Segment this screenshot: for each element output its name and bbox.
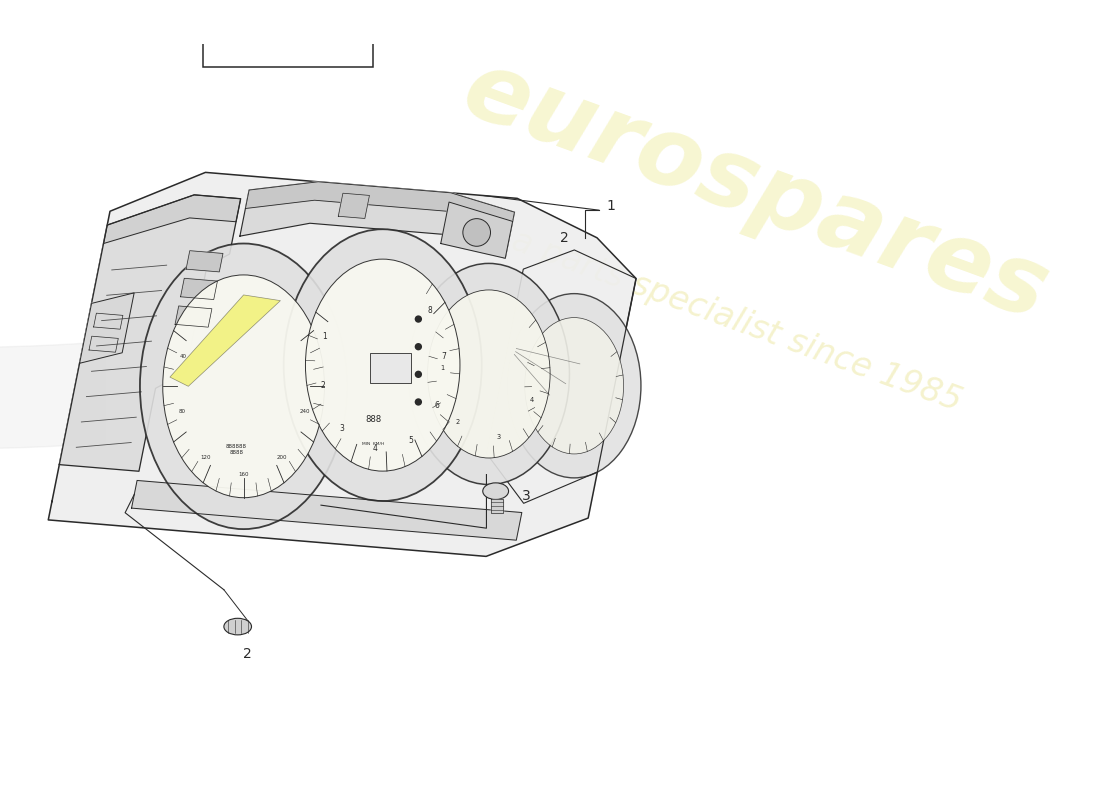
Text: 200: 200 (277, 455, 287, 460)
Polygon shape (245, 182, 515, 230)
Ellipse shape (140, 243, 348, 529)
Text: 888: 888 (365, 415, 382, 424)
Text: 3: 3 (340, 424, 344, 433)
Text: 1: 1 (322, 332, 328, 341)
Circle shape (415, 398, 422, 406)
Text: 240: 240 (300, 410, 310, 414)
Polygon shape (441, 202, 513, 258)
Bar (202, 0, 373, 67)
Ellipse shape (408, 263, 570, 485)
Text: 40: 40 (179, 354, 187, 358)
Ellipse shape (428, 290, 550, 458)
Polygon shape (339, 194, 370, 218)
Circle shape (415, 343, 422, 350)
Text: 1: 1 (606, 198, 615, 213)
Text: MIN  KM/H: MIN KM/H (362, 442, 385, 446)
Ellipse shape (507, 294, 641, 478)
Text: 80: 80 (178, 410, 186, 414)
Polygon shape (175, 306, 212, 327)
Text: eurospares: eurospares (451, 43, 1060, 341)
Text: 888888
8888: 888888 8888 (226, 444, 246, 454)
Polygon shape (186, 250, 223, 272)
Text: 8: 8 (428, 306, 432, 315)
Text: 2: 2 (455, 419, 460, 425)
Polygon shape (79, 293, 134, 363)
Polygon shape (59, 195, 241, 471)
Text: 6: 6 (434, 401, 439, 410)
Polygon shape (240, 182, 515, 258)
Polygon shape (103, 195, 241, 243)
Ellipse shape (306, 259, 460, 471)
Text: a parts specialist since 1985: a parts specialist since 1985 (507, 224, 967, 418)
Text: 2: 2 (321, 382, 326, 390)
Circle shape (415, 315, 422, 322)
Ellipse shape (163, 275, 324, 498)
Text: 1: 1 (440, 366, 444, 371)
Polygon shape (491, 499, 503, 514)
Ellipse shape (284, 230, 482, 501)
Text: 5: 5 (408, 435, 414, 445)
Polygon shape (180, 278, 218, 299)
Text: 7: 7 (441, 352, 447, 362)
Text: 3: 3 (497, 434, 500, 439)
Text: 3: 3 (521, 489, 530, 502)
Circle shape (415, 370, 422, 378)
Circle shape (463, 218, 491, 246)
Ellipse shape (224, 618, 252, 635)
Text: 160: 160 (239, 472, 249, 478)
Text: 120: 120 (200, 455, 210, 460)
Text: 2: 2 (242, 647, 251, 661)
Ellipse shape (525, 318, 624, 454)
Polygon shape (169, 295, 280, 386)
Polygon shape (48, 172, 636, 556)
Ellipse shape (483, 483, 508, 499)
FancyBboxPatch shape (371, 353, 411, 382)
Text: 2: 2 (560, 230, 569, 245)
Text: 4: 4 (373, 444, 377, 454)
Polygon shape (132, 481, 521, 540)
Text: 4: 4 (529, 397, 534, 402)
